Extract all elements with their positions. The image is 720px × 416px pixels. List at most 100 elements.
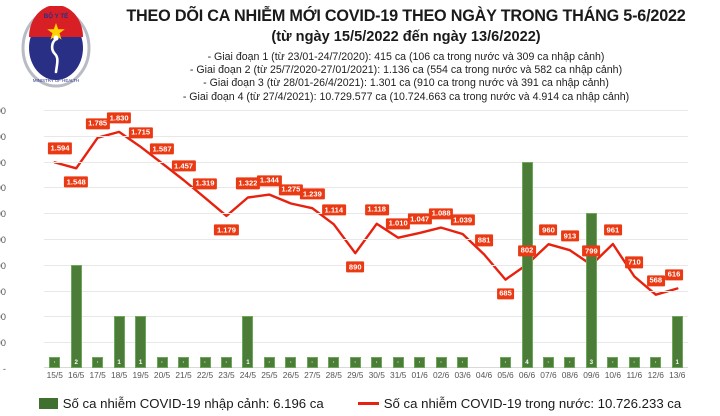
line-point-value-label: 1.594 [47,142,73,154]
line-point-value-label: 1.319 [192,178,218,190]
bar-imported-cases[interactable] [414,357,426,368]
line-point-value-label: 1.548 [64,176,89,188]
bar-imported-cases[interactable] [242,316,254,368]
domestic-cases-line-series [53,130,679,296]
line-point-value-label: 1.344 [257,175,282,187]
x-axis-tick-label: 05/6 [497,370,514,380]
line-point-value-label: 1.114 [321,204,346,216]
x-axis-tick-label: 04/6 [475,370,493,380]
x-axis-tick-label: 11/6 [626,370,643,380]
bar-imported-cases[interactable] [328,357,340,368]
bar-value-label: 4 [525,359,529,366]
x-axis-tick-label: 22/5 [196,370,214,380]
x-axis-tick-label: 06/6 [518,370,536,380]
x-axis-tick-label: 23/5 [218,370,235,380]
phase-line: - Giai đoạn 1 (từ 23/01-24/7/2020): 415 … [207,51,605,63]
legend-bar-swatch-icon [38,397,58,409]
page-title: THEO DÕI CA NHIỄM MỚI COVID-19 THEO NGÀY… [126,7,686,25]
line-point-value-label: 1.457 [171,160,196,172]
bar-value-label: 1 [675,359,679,366]
x-axis-tick-labels: 15/5 16/5 17/5 18/5 19/5 20/5 21/5 22/5 23/5 24/5… [44,370,688,386]
phase-summary-list: - Giai đoạn 1 (từ 23/01-24/7/2020): 415 … [100,51,712,104]
x-axis-tick-label: 28/5 [325,370,342,380]
line-point-value-label: 1.275 [278,183,303,196]
domestic-cases-polyline [53,130,679,296]
bar-value-label: · [332,359,335,366]
line-point-value-label: 568 [646,275,665,287]
grid-line [44,135,688,137]
line-point-value-label: 1.088 [429,208,454,220]
bar-value-label: · [354,359,357,366]
bar-imported-cases[interactable] [435,357,447,368]
chart-legend: Số ca nhiễm COVID-19 nhập cảnh: 6.196 ca… [0,392,720,414]
bar-imported-cases[interactable] [113,316,125,368]
bar-imported-cases[interactable] [457,357,469,368]
line-point-value-label: 1.715 [128,127,153,139]
line-point-value-label: 799 [582,245,601,257]
x-axis-tick-label: 03/6 [454,370,471,380]
bar-value-label: · [225,359,228,366]
bar-imported-cases[interactable] [650,357,662,368]
legend-label-domestic: Số ca nhiễm COVID-19 trong nước: 10.726.… [383,395,682,411]
title-block: THEO DÕI CA NHIỄM MỚI COVID-19 THEO NGÀY… [100,6,712,104]
bar-value-label: · [547,359,550,366]
bar-imported-cases[interactable] [306,357,318,368]
x-axis-tick-label: 19/5 [132,370,149,380]
y-axis-left-tick-label: 1.200 [0,208,6,220]
line-point-value-label: 1.118 [364,204,389,216]
grid-line [44,239,688,240]
bar-imported-cases[interactable] [564,357,576,368]
line-point-value-label: 1.039 [450,214,475,226]
line-point-value-label: 1.179 [214,224,239,236]
bar-value-label: · [418,359,421,366]
bar-imported-cases[interactable] [263,357,275,368]
grid-line [44,110,688,111]
y-axis-left-tick-label: 1.000 [0,234,6,245]
bar-value-label: 2 [74,359,78,366]
bar-imported-cases[interactable] [521,161,533,368]
bar-imported-cases[interactable] [628,357,640,368]
bar-imported-cases[interactable] [178,357,190,368]
bar-imported-cases[interactable] [607,357,619,368]
chart-header: BỘ Y TẾ MINISTRY OF HEALTH THEO DÕI CA N… [0,0,720,104]
bar-imported-cases[interactable] [500,357,512,368]
bar-imported-cases[interactable] [542,357,554,368]
bar-value-label: 1 [246,359,250,366]
bar-imported-cases[interactable] [199,357,211,368]
bar-imported-cases[interactable] [220,357,232,368]
x-axis-tick-label: 01/6 [411,370,428,380]
line-point-value-label: 960 [539,224,558,236]
bar-imported-cases[interactable] [371,357,383,368]
x-axis-tick-label: 18/5 [110,370,128,380]
x-axis-tick-label: 17/5 [89,370,106,380]
x-axis-tick-label: 08/6 [561,370,579,380]
x-axis-baseline [44,367,688,368]
x-axis-tick-label: 24/5 [239,370,257,380]
bar-imported-cases[interactable] [49,357,61,368]
bar-value-label: · [633,359,636,366]
grid-line [44,316,688,318]
y-axis-left-tick-label: 800 [0,259,6,271]
x-axis-tick-label: 25/5 [261,370,278,380]
line-point-value-label: 685 [496,288,515,300]
legend-item-domestic[interactable]: Số ca nhiễm COVID-19 trong nước: 10.726.… [357,395,682,411]
bar-value-label: · [568,359,571,366]
bar-imported-cases[interactable] [671,316,683,368]
bar-imported-cases[interactable] [349,357,361,368]
bar-imported-cases[interactable] [70,264,82,368]
y-axis-left-tick-label: 600 [0,285,6,297]
phase-line: - Giai đoạn 4 (từ 27/4/2021): 10.729.577… [182,90,630,103]
bar-value-label: · [311,359,314,366]
legend-item-imported[interactable]: Số ca nhiễm COVID-19 nhập cảnh: 6.196 ca [38,396,324,411]
x-axis-tick-label: 13/6 [669,370,686,380]
bar-imported-cases[interactable] [585,213,597,368]
bar-imported-cases[interactable] [156,357,168,368]
bar-imported-cases[interactable] [135,316,147,368]
bar-imported-cases[interactable] [392,357,404,368]
x-axis-tick-label: 30/5 [368,370,385,380]
bar-value-label: · [96,359,99,366]
bar-imported-cases[interactable] [285,357,297,368]
line-point-value-label: 616 [665,268,683,281]
bar-imported-cases[interactable] [92,357,104,368]
x-axis-tick-label: 31/5 [390,370,407,380]
